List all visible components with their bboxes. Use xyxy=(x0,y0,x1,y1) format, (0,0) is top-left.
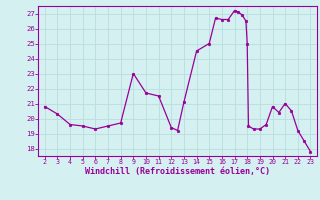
X-axis label: Windchill (Refroidissement éolien,°C): Windchill (Refroidissement éolien,°C) xyxy=(85,167,270,176)
